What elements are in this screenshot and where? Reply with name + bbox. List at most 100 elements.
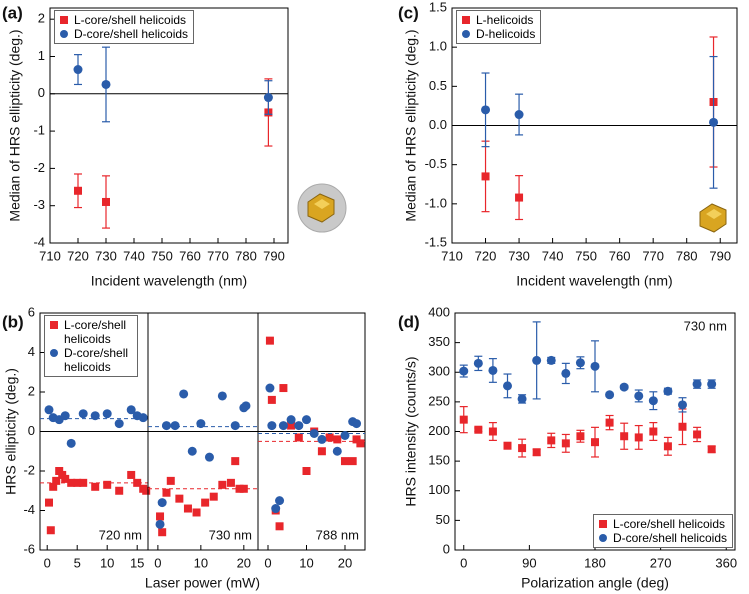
x-tick-label: 750 — [575, 248, 597, 263]
y-tick-label: 250 — [428, 393, 450, 408]
point — [201, 498, 210, 507]
point — [46, 526, 55, 535]
point — [352, 419, 362, 429]
point — [45, 498, 53, 507]
legend-item: D-core/shell helicoids — [60, 27, 188, 41]
legend-marker — [60, 30, 68, 38]
point — [230, 421, 240, 431]
point — [67, 478, 76, 487]
point — [44, 405, 54, 415]
point — [102, 197, 110, 206]
y-axis-title: HRS ellipticity (deg.) — [3, 368, 19, 495]
inset-image — [297, 183, 347, 233]
panel-label: (d) — [398, 312, 420, 331]
legend-item: L-core/shell helicoids — [598, 517, 727, 531]
point — [663, 386, 673, 396]
y-tick-label: -1.5 — [425, 234, 447, 249]
legend-item: D-helicoids — [462, 27, 535, 41]
x-tick-label: 0 — [264, 555, 271, 570]
point — [209, 492, 218, 501]
point — [271, 504, 281, 514]
point — [620, 432, 629, 441]
point — [473, 358, 483, 368]
y-tick-label: 1.5 — [429, 0, 447, 14]
x-tick-label: 20 — [338, 555, 352, 570]
subplot-label: 788 nm — [316, 527, 359, 542]
panel-label: (c) — [398, 3, 419, 22]
legend-label: D-core/shell helicoids — [612, 531, 727, 545]
point — [263, 93, 273, 103]
point — [66, 438, 76, 448]
point — [590, 361, 600, 371]
x-tick-label: 10 — [194, 555, 208, 570]
legend-item: L-helicoids — [462, 13, 535, 27]
legend-label: L-core/shell helicoids — [612, 517, 726, 531]
y-tick-label: 300 — [428, 364, 450, 379]
point — [692, 379, 702, 389]
point — [114, 419, 124, 429]
point — [333, 435, 342, 444]
x-tick-label: 0 — [460, 555, 467, 570]
y-tick-label: -4 — [33, 234, 45, 249]
legend-label: D-helicoids — [476, 27, 536, 41]
point — [707, 379, 717, 389]
legend: L-core/shell helicoids D-core/shell helic… — [592, 514, 733, 548]
y-tick-label: 6 — [28, 304, 35, 319]
plot-frame — [49, 7, 289, 244]
point — [73, 478, 82, 487]
point — [217, 391, 227, 401]
y-axis-title: HRS intensity (counts/s) — [403, 356, 419, 506]
point — [488, 365, 498, 375]
point — [73, 65, 83, 75]
point — [133, 478, 142, 487]
point — [459, 366, 469, 376]
point — [226, 478, 235, 487]
y-tick-label: 0 — [443, 541, 450, 556]
x-tick-label: 270 — [650, 555, 672, 570]
point — [235, 484, 244, 493]
subplot-label: 720 nm — [99, 527, 142, 542]
y-tick-label: 0.5 — [429, 78, 447, 93]
x-tick-label: 5 — [74, 555, 81, 570]
point — [90, 411, 100, 421]
point — [517, 394, 527, 404]
point — [78, 409, 88, 419]
point — [192, 508, 201, 517]
panel-label: (a) — [2, 3, 23, 22]
y-tick-label: 1.0 — [429, 39, 447, 54]
point — [514, 110, 524, 120]
point — [663, 442, 672, 451]
x-tick-label: 10 — [299, 555, 313, 570]
x-tick-label: 730 — [508, 248, 530, 263]
point — [175, 494, 184, 503]
x-tick-label: 780 — [676, 248, 698, 263]
point — [332, 446, 342, 456]
y-axis-title: Median of HRS ellipticity (deg.) — [7, 29, 23, 221]
point — [325, 433, 334, 442]
point — [503, 441, 512, 450]
point — [162, 488, 171, 497]
point — [158, 528, 167, 537]
point — [302, 467, 311, 475]
x-tick-label: 740 — [542, 248, 564, 263]
point — [356, 439, 365, 448]
y-tick-label: -1 — [33, 123, 45, 138]
y-tick-label: -1.0 — [425, 195, 447, 210]
x-tick-label: 770 — [642, 248, 664, 263]
x-tick-label: 760 — [609, 248, 631, 263]
point — [678, 400, 687, 410]
point — [279, 384, 288, 393]
point — [532, 355, 542, 365]
y-tick-label: 2 — [38, 11, 45, 26]
point — [648, 396, 658, 406]
x-tick-label: 790 — [263, 248, 285, 263]
point — [678, 422, 687, 431]
x-tick-label: 360 — [715, 555, 737, 570]
point — [488, 427, 497, 436]
x-tick-label: 770 — [207, 248, 229, 263]
point — [287, 421, 296, 430]
point — [576, 432, 585, 441]
x-axis-title: Polarization angle (deg) — [521, 575, 669, 591]
